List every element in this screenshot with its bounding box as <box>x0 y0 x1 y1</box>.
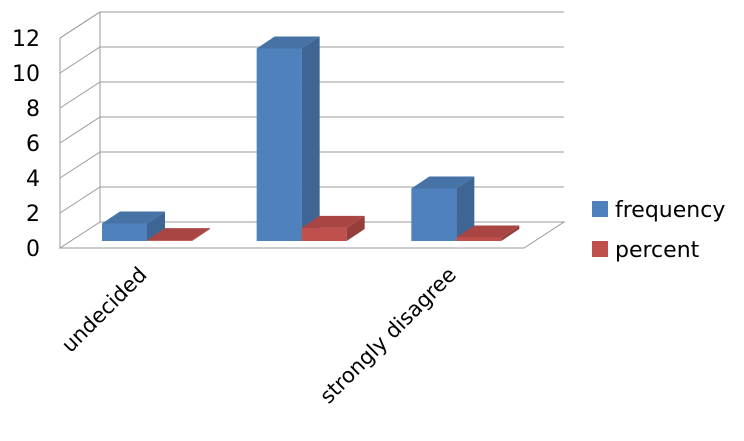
gridline <box>59 116 564 144</box>
gridline <box>59 81 564 109</box>
y-tick-label: 2 <box>26 202 40 227</box>
x-category-label: undecided <box>57 263 152 358</box>
bar-top-face <box>411 176 475 189</box>
bar-top-face <box>147 228 210 241</box>
bar-front-face <box>102 223 147 241</box>
floor <box>58 221 566 249</box>
bar-side-face <box>501 225 520 241</box>
x-category-label: strongly disagree <box>315 263 461 409</box>
legend: frequency percent <box>592 198 725 263</box>
bar-frequency <box>102 211 165 241</box>
x-axis-categories: undecided strongly disagree <box>57 263 461 409</box>
bar-percent <box>147 228 210 241</box>
bar-front-face <box>147 240 192 241</box>
legend-label-frequency: frequency <box>615 198 725 223</box>
bar-front-face <box>256 48 302 241</box>
y-tick-label: 12 <box>12 27 40 52</box>
gridline <box>59 46 564 74</box>
bar-top-face <box>256 36 320 49</box>
bar-side-face <box>192 228 210 241</box>
y-tick-label: 10 <box>12 62 40 87</box>
gridline <box>59 186 564 214</box>
y-tick-label: 4 <box>26 167 40 192</box>
bar-front-face <box>301 227 347 241</box>
bar-top-face <box>102 211 165 224</box>
bar-percent <box>301 215 365 241</box>
bar-top-face <box>301 215 365 228</box>
bar-side-face <box>456 176 475 241</box>
y-tick-label: 8 <box>26 97 40 122</box>
y-tick-label: 6 <box>26 132 40 157</box>
gridline <box>59 11 564 39</box>
legend-swatch-frequency <box>592 201 608 217</box>
gridline <box>59 151 564 179</box>
bar-side-face <box>346 215 365 241</box>
y-tick-label: 0 <box>26 237 40 262</box>
bars <box>102 36 520 241</box>
bar-top-face <box>456 225 520 238</box>
bar-percent <box>456 225 520 241</box>
y-axis-ticks: 0 2 4 6 8 10 12 <box>12 27 40 262</box>
gridlines <box>59 11 564 214</box>
bar-frequency <box>411 176 475 241</box>
legend-label-percent: percent <box>615 238 700 263</box>
bar-side-face <box>147 211 165 241</box>
bar-side-face <box>301 36 320 241</box>
bar-front-face <box>411 188 457 241</box>
bar-front-face <box>456 237 502 241</box>
bar-frequency <box>256 36 320 241</box>
legend-swatch-percent <box>592 241 608 257</box>
